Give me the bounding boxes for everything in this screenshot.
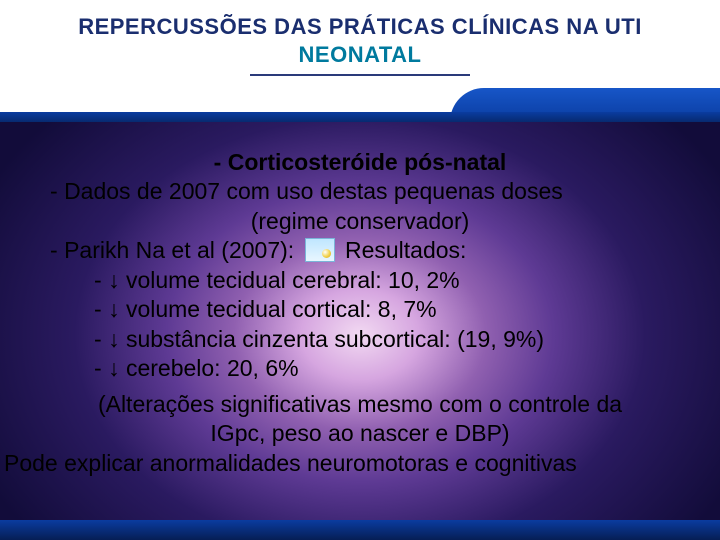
- result-item: ↓ substância cinzenta subcortical: (19, …: [10, 325, 710, 354]
- slide-title: REPERCUSSÕES DAS PRÁTICAS CLÍNICAS NA UT…: [40, 14, 680, 76]
- line-dados: Dados de 2007 com uso destas pequenas do…: [10, 177, 710, 206]
- result-item: ↓ cerebelo: 20, 6%: [10, 354, 710, 383]
- slide: REPERCUSSÕES DAS PRÁTICAS CLÍNICAS NA UT…: [0, 0, 720, 540]
- footnote: (Alterações significativas mesmo com o c…: [4, 390, 716, 478]
- result-item: ↓ volume tecidual cortical: 8, 7%: [10, 295, 710, 324]
- content-heading: Corticosteróide pós-natal: [10, 148, 710, 177]
- title-underline: [250, 74, 470, 76]
- note-line-a: (Alterações significativas mesmo com o c…: [4, 390, 716, 419]
- label-resultados: Resultados:: [345, 237, 466, 263]
- line-parikh: Parikh Na et al (2007): Resultados:: [10, 236, 710, 265]
- body-content: Corticosteróide pós-natal Dados de 2007 …: [10, 148, 710, 384]
- footer-strip: [0, 520, 720, 540]
- note-line-b: IGpc, peso ao nascer e DBP): [4, 419, 716, 448]
- line-dados-b: (regime conservador): [10, 207, 710, 236]
- header-strip: [0, 112, 720, 122]
- title-line-2: NEONATAL: [40, 42, 680, 68]
- note-line-c: Pode explicar anormalidades neuromotoras…: [4, 449, 716, 478]
- image-thumbnail-icon: [305, 238, 335, 262]
- title-line-1: REPERCUSSÕES DAS PRÁTICAS CLÍNICAS NA UT…: [40, 14, 680, 40]
- result-item: ↓ volume tecidual cerebral: 10, 2%: [10, 266, 710, 295]
